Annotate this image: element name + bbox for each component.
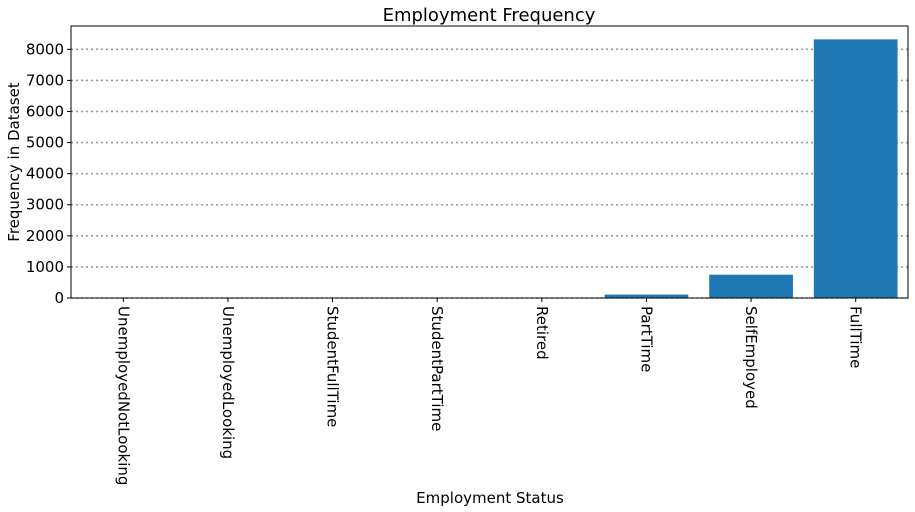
x-tick-label: StudentPartTime (428, 306, 446, 431)
y-tick-label: 8000 (26, 40, 64, 58)
chart-title: Employment Frequency (383, 5, 596, 26)
y-tick-label: 2000 (26, 227, 64, 245)
y-tick-label: 5000 (26, 134, 64, 152)
x-tick-label: UnemployedLooking (219, 306, 237, 459)
y-tick-label: 0 (54, 289, 64, 307)
y-tick-label: 3000 (26, 196, 64, 214)
x-tick-label: FullTime (847, 306, 865, 368)
y-tick-label: 1000 (26, 258, 64, 276)
x-tick-label: Retired (533, 306, 551, 360)
x-tick-label: PartTime (637, 306, 655, 372)
y-tick-label: 4000 (26, 165, 64, 183)
gridlines (71, 48, 908, 299)
y-tick-label: 6000 (26, 102, 64, 120)
x-tick-label: SelfEmployed (742, 306, 760, 409)
bars (81, 39, 898, 299)
x-tick-label: StudentFullTime (324, 306, 342, 427)
bar-SelfEmployed (709, 274, 793, 298)
y-tick-label: 7000 (26, 71, 64, 89)
bar-FullTime (813, 39, 898, 299)
plot-frame (70, 25, 909, 299)
bar-PartTime (604, 294, 689, 298)
y-axis-label: Frequency in Dataset (5, 82, 23, 242)
y-axis-ticks: 0 1000 2000 3000 4000 5000 6000 7000 8000 (26, 40, 71, 307)
x-axis-label: Employment Status (416, 489, 564, 507)
x-axis-ticks: UnemployedNotLooking UnemployedLooking Stu… (114, 298, 865, 485)
x-tick-label: UnemployedNotLooking (114, 306, 132, 485)
